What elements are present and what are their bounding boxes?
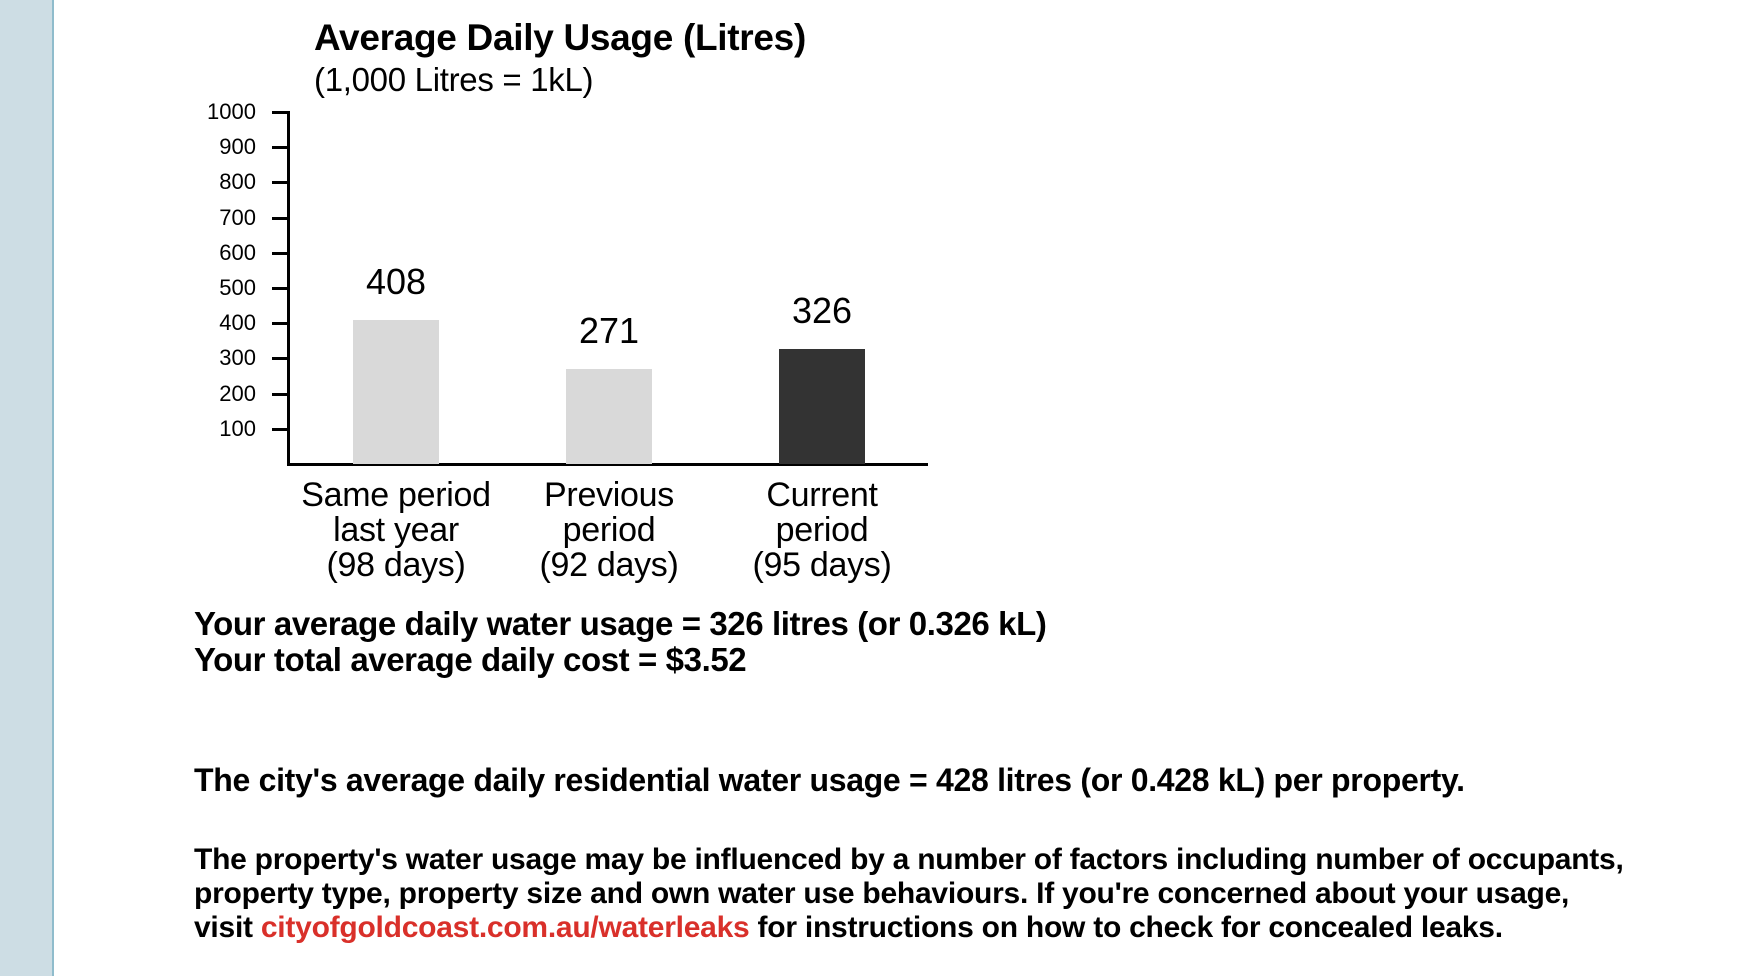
y-tick-label: 1000 bbox=[207, 99, 256, 124]
category-label-line: last year bbox=[333, 511, 459, 549]
left-sidebar bbox=[0, 0, 54, 976]
x-axis bbox=[287, 463, 928, 466]
info-line-3: visit cityofgoldcoast.com.au/waterleaks … bbox=[194, 911, 1624, 945]
category-label-line: (95 days) bbox=[752, 546, 892, 584]
info-paragraph: The property's water usage may be influe… bbox=[194, 843, 1624, 945]
info-line-2: property type, property size and own wat… bbox=[194, 877, 1570, 910]
bar-value-label: 271 bbox=[578, 309, 640, 351]
y-tick bbox=[272, 181, 288, 185]
category-label-line: Same period bbox=[301, 476, 491, 514]
y-tick bbox=[272, 146, 288, 150]
chart-subtitle: (1,000 Litres = 1kL) bbox=[314, 61, 594, 98]
category-label-line: (98 days) bbox=[326, 546, 466, 584]
y-tick-label: 400 bbox=[219, 310, 256, 336]
y-tick bbox=[272, 216, 288, 220]
y-tick bbox=[272, 322, 288, 326]
waterleaks-link[interactable]: cityofgoldcoast.com.au/waterleaks bbox=[260, 911, 750, 944]
category-label-line: (92 days) bbox=[539, 546, 679, 584]
y-tick-label: 500 bbox=[219, 275, 256, 300]
bar-1 bbox=[353, 320, 439, 464]
city-average-text: The city's average daily residential wat… bbox=[194, 762, 1465, 798]
category-label-line: Previous bbox=[544, 476, 674, 514]
cost-summary: Your total average daily cost = $3.52 bbox=[194, 641, 747, 678]
y-tick-label: 800 bbox=[219, 169, 256, 195]
bar-2 bbox=[566, 368, 652, 464]
info-line-3-suffix: for instructions on how to check for con… bbox=[749, 911, 1504, 944]
y-tick bbox=[272, 251, 288, 255]
category-label-line: period bbox=[775, 511, 869, 549]
category-label: Current period (95 days) bbox=[712, 478, 932, 583]
y-axis bbox=[287, 111, 290, 466]
category-label-line: period bbox=[562, 511, 656, 549]
y-tick-label: 100 bbox=[219, 415, 256, 441]
category-label: Previous period (92 days) bbox=[499, 478, 719, 583]
chart-title: Average Daily Usage (Litres) bbox=[314, 17, 806, 58]
y-tick-label: 600 bbox=[219, 239, 256, 265]
category-label-line: Current bbox=[766, 476, 878, 514]
usage-summary: Your average daily water usage = 326 lit… bbox=[194, 605, 1047, 642]
y-tick-label: 300 bbox=[219, 345, 256, 371]
y-tick bbox=[272, 287, 288, 290]
y-tick bbox=[272, 111, 288, 114]
y-tick bbox=[272, 427, 288, 431]
info-line-3-prefix: visit bbox=[194, 911, 261, 944]
y-tick-label: 200 bbox=[219, 380, 256, 406]
usage-bar-chart: 100 200 300 400 500 600 700 800 900 1000 408 Same … bbox=[0, 0, 1000, 600]
category-label: Same period last year (98 days) bbox=[286, 478, 506, 583]
bar-3 bbox=[779, 349, 865, 464]
y-tick-label: 700 bbox=[219, 204, 256, 230]
info-line-1: The property's water usage may be influe… bbox=[194, 843, 1624, 876]
y-tick bbox=[272, 392, 288, 396]
y-tick-label: 900 bbox=[219, 134, 256, 160]
bar-value-label: 408 bbox=[365, 261, 427, 303]
bar-value-label: 326 bbox=[791, 290, 853, 332]
y-tick bbox=[272, 357, 288, 361]
